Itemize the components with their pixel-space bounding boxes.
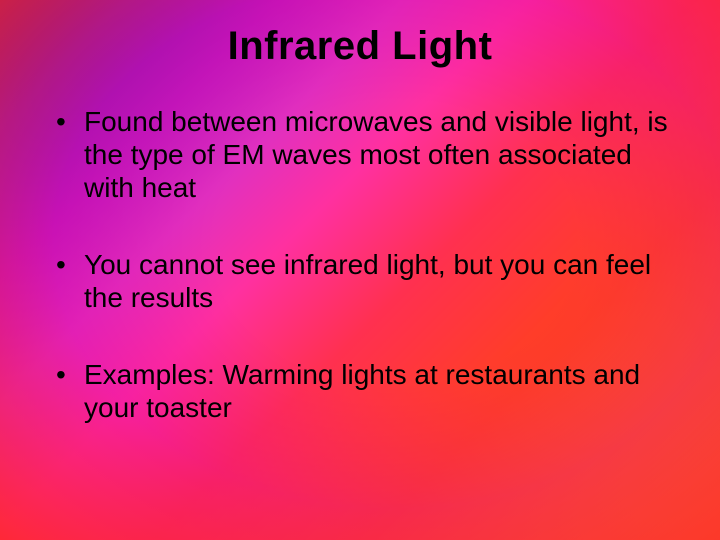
bullet-item: Examples: Warming lights at restaurants … xyxy=(56,358,672,424)
bullet-list: Found between microwaves and visible lig… xyxy=(40,105,680,424)
bullet-item: Found between microwaves and visible lig… xyxy=(56,105,672,204)
slide-title: Infrared Light xyxy=(40,24,680,69)
bullet-item: You cannot see infrared light, but you c… xyxy=(56,248,672,314)
slide: Infrared Light Found between microwaves … xyxy=(0,0,720,540)
